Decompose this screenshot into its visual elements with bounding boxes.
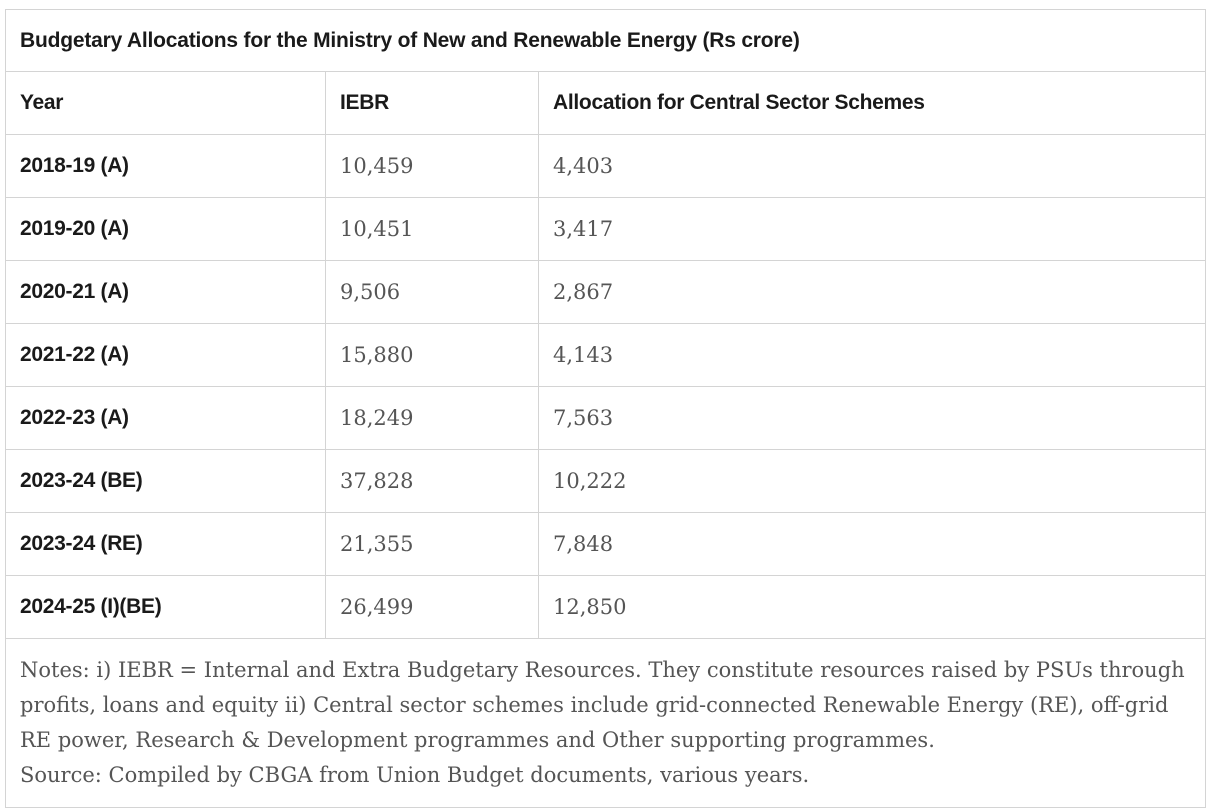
year-cell: 2021-22 (A) [5, 323, 326, 387]
allocation-cell: 10,222 [538, 449, 1206, 513]
iebr-cell: 18,249 [325, 386, 539, 450]
iebr-cell: 26,499 [325, 575, 539, 639]
year-cell: 2020-21 (A) [5, 260, 326, 324]
table-row: 2019-20 (A) 10,451 3,417 [5, 197, 1206, 261]
column-header-iebr: IEBR [325, 71, 539, 135]
year-cell: 2023-24 (BE) [5, 449, 326, 513]
table-title-row: Budgetary Allocations for the Ministry o… [5, 9, 1206, 72]
table-row: 2024-25 (I)(BE) 26,499 12,850 [5, 575, 1206, 639]
allocation-cell: 3,417 [538, 197, 1206, 261]
allocation-cell: 7,848 [538, 512, 1206, 576]
column-header-allocation: Allocation for Central Sector Schemes [538, 71, 1206, 135]
column-header-year: Year [5, 71, 326, 135]
allocation-cell: 7,563 [538, 386, 1206, 450]
year-cell: 2024-25 (I)(BE) [5, 575, 326, 639]
iebr-cell: 15,880 [325, 323, 539, 387]
year-cell: 2022-23 (A) [5, 386, 326, 450]
table-header-row: Year IEBR Allocation for Central Sector … [5, 71, 1206, 135]
table-title: Budgetary Allocations for the Ministry o… [5, 9, 1206, 72]
iebr-cell: 10,451 [325, 197, 539, 261]
table-row: 2023-24 (BE) 37,828 10,222 [5, 449, 1206, 513]
allocation-cell: 4,403 [538, 134, 1206, 198]
allocation-cell: 2,867 [538, 260, 1206, 324]
budget-allocation-table: Budgetary Allocations for the Ministry o… [5, 9, 1206, 808]
notes-text: Notes: i) IEBR = Internal and Extra Budg… [20, 658, 1185, 752]
allocation-cell: 12,850 [538, 575, 1206, 639]
table-row: 2021-22 (A) 15,880 4,143 [5, 323, 1206, 387]
table-row: 2020-21 (A) 9,506 2,867 [5, 260, 1206, 324]
allocation-cell: 4,143 [538, 323, 1206, 387]
source-text: Source: Compiled by CBGA from Union Budg… [20, 763, 810, 787]
table-row: 2023-24 (RE) 21,355 7,848 [5, 512, 1206, 576]
table-notes: Notes: i) IEBR = Internal and Extra Budg… [5, 638, 1206, 808]
year-cell: 2023-24 (RE) [5, 512, 326, 576]
table-notes-row: Notes: i) IEBR = Internal and Extra Budg… [5, 638, 1206, 808]
iebr-cell: 9,506 [325, 260, 539, 324]
iebr-cell: 37,828 [325, 449, 539, 513]
iebr-cell: 10,459 [325, 134, 539, 198]
year-cell: 2018-19 (A) [5, 134, 326, 198]
table-row: 2018-19 (A) 10,459 4,403 [5, 134, 1206, 198]
year-cell: 2019-20 (A) [5, 197, 326, 261]
iebr-cell: 21,355 [325, 512, 539, 576]
budget-table-container: Budgetary Allocations for the Ministry o… [5, 9, 1206, 808]
table-row: 2022-23 (A) 18,249 7,563 [5, 386, 1206, 450]
